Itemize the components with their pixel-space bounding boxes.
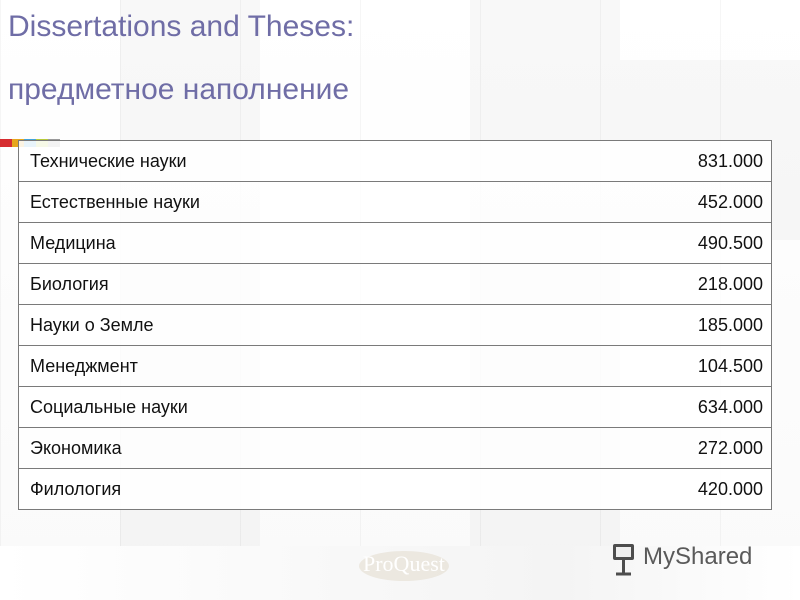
proquest-logo: ProQuest	[359, 551, 449, 581]
subject-value: 185.000	[310, 304, 772, 346]
table-row: Естественные науки 452.000	[18, 181, 772, 223]
subject-value: 490.500	[310, 222, 772, 264]
subject-value: 634.000	[310, 386, 772, 428]
subject-label: Технические науки	[18, 140, 310, 182]
orange-block	[12, 139, 24, 147]
subject-coverage-table: Технические науки 831.000 Естественные н…	[18, 140, 772, 510]
table-row: Экономика 272.000	[18, 427, 772, 469]
subject-value: 218.000	[310, 263, 772, 305]
presentation-board-icon	[613, 544, 634, 576]
slide-title-line-1: Dissertations and Theses:	[8, 10, 355, 43]
subject-value: 104.500	[310, 345, 772, 387]
table-row: Филология 420.000	[18, 468, 772, 510]
subject-label: Науки о Земле	[18, 304, 310, 346]
subject-label: Филология	[18, 468, 310, 510]
table-row: Технические науки 831.000	[18, 140, 772, 182]
subject-value: 420.000	[310, 468, 772, 510]
subject-value: 272.000	[310, 427, 772, 469]
slide-title-line-2: предметное наполнение	[8, 73, 350, 106]
red-block	[0, 139, 12, 147]
table-row: Менеджмент 104.500	[18, 345, 772, 387]
subject-label: Экономика	[18, 427, 310, 469]
svg-text:ProQuest: ProQuest	[363, 551, 445, 576]
table-row: Социальные науки 634.000	[18, 386, 772, 428]
subject-value: 831.000	[310, 140, 772, 182]
subject-label: Социальные науки	[18, 386, 310, 428]
subject-value: 452.000	[310, 181, 772, 223]
myshared-logo: MyShared	[613, 543, 752, 576]
subject-label: Менеджмент	[18, 345, 310, 387]
table-row: Медицина 490.500	[18, 222, 772, 264]
table-row: Биология 218.000	[18, 263, 772, 305]
table-row: Науки о Земле 185.000	[18, 304, 772, 346]
subject-label: Естественные науки	[18, 181, 310, 223]
subject-label: Биология	[18, 263, 310, 305]
svg-text:MyShared: MyShared	[643, 543, 752, 570]
subject-label: Медицина	[18, 222, 310, 264]
